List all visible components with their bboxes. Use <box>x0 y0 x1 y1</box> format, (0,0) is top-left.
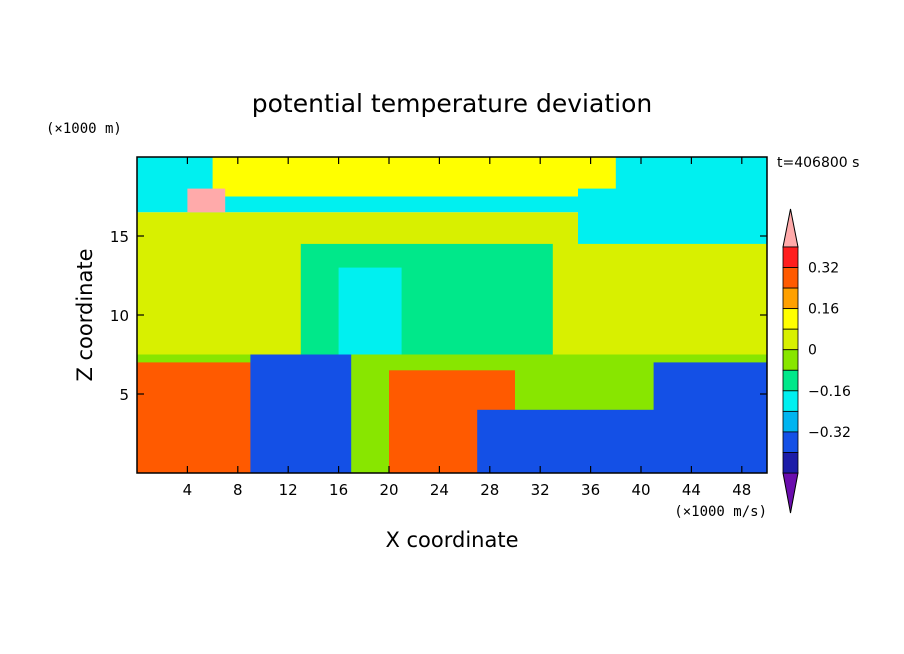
colorbar-box <box>782 410 799 433</box>
field-region-9 <box>250 354 352 473</box>
x-tick-label: 28 <box>480 481 499 499</box>
colorbar-tick-label: 0.16 <box>808 302 839 318</box>
colorbar-extend-bottom <box>782 472 799 514</box>
colorbar-extend-top <box>782 208 799 248</box>
colorbar-box <box>782 349 799 371</box>
x-tick-label: 48 <box>732 481 751 499</box>
field-region-11 <box>477 409 667 473</box>
x-axis-unit: (×1000 m/s) <box>674 504 767 520</box>
colorbar-box <box>782 267 799 289</box>
x-tick-label: 44 <box>682 481 701 499</box>
field-region-5 <box>338 267 402 355</box>
colorbar-tick-label: −0.16 <box>808 384 851 400</box>
field-region-12 <box>653 362 767 473</box>
x-tick-label: 4 <box>183 481 193 499</box>
colorbar-box <box>782 328 799 351</box>
x-tick-label: 36 <box>581 481 600 499</box>
x-axis-ticks: 4 8 12 16 20 24 28 32 36 40 44 48 <box>183 157 751 499</box>
field-region-4 <box>300 243 553 355</box>
colorbar-box <box>782 369 799 392</box>
y-tick-label: 5 <box>119 386 129 404</box>
x-tick-label: 24 <box>430 481 449 499</box>
colorbar-box <box>782 287 799 310</box>
field-region-2 <box>212 157 616 197</box>
time-label: t=406800 s <box>777 155 859 171</box>
field-heatmap <box>137 157 767 473</box>
field-region-13 <box>187 188 226 213</box>
y-axis-ticks: 5 10 15 <box>110 228 767 404</box>
colorbar-box <box>782 308 799 330</box>
x-tick-label: 8 <box>233 481 243 499</box>
field-region-8 <box>137 362 263 473</box>
chart-title: potential temperature deviation <box>252 89 652 118</box>
x-tick-label: 20 <box>379 481 398 499</box>
colorbar-tick-label: 0.32 <box>808 261 839 277</box>
y-tick-label: 10 <box>110 307 129 325</box>
y-axis-label: Z coordinate <box>73 248 97 381</box>
x-tick-label: 32 <box>531 481 550 499</box>
x-axis-label: X coordinate <box>385 528 518 552</box>
colorbar-tick-label: −0.32 <box>808 425 851 441</box>
field-region-6 <box>578 188 767 244</box>
y-tick-label: 15 <box>110 228 129 246</box>
colorbar: 0.32 0.16 0 −0.16 −0.32 <box>782 208 851 514</box>
x-tick-label: 16 <box>329 481 348 499</box>
colorbar-box <box>782 246 799 268</box>
colorbar-box <box>782 431 799 453</box>
y-axis-unit: (×1000 m) <box>46 121 122 137</box>
x-tick-label: 12 <box>279 481 298 499</box>
colorbar-box <box>782 452 799 474</box>
colorbar-box <box>782 390 799 412</box>
colorbar-tick-label: 0 <box>808 343 817 359</box>
x-tick-label: 40 <box>631 481 650 499</box>
